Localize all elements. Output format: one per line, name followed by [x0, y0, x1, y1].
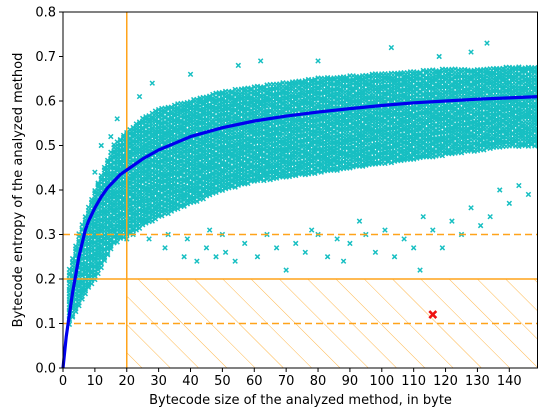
scatter-point: [104, 251, 111, 258]
scatter-point: [366, 73, 372, 79]
scatter-point: [232, 184, 238, 190]
scatter-point: [433, 121, 439, 128]
scatter-point: [104, 250, 111, 257]
scatter-point: [481, 147, 487, 153]
scatter-point: [136, 189, 143, 195]
scatter-point: [216, 153, 222, 160]
scatter-point: [139, 126, 146, 132]
scatter-point: [512, 139, 519, 145]
scatter-point: [299, 105, 305, 112]
scatter-point: [375, 159, 382, 165]
scatter-point: [261, 177, 267, 184]
scatter-point: [69, 314, 76, 320]
scatter-point: [152, 108, 159, 114]
scatter-point: [321, 95, 328, 101]
scatter-point: [98, 259, 104, 266]
scatter-point: [388, 159, 395, 166]
plot-area: [66, 40, 538, 368]
